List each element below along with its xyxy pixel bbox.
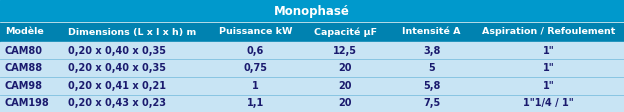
Text: Puissance kW: Puissance kW xyxy=(219,28,292,37)
Text: CAM80: CAM80 xyxy=(5,46,43,56)
Text: 0,75: 0,75 xyxy=(243,63,268,73)
Text: 0,6: 0,6 xyxy=(247,46,264,56)
Text: Aspiration / Refoulement: Aspiration / Refoulement xyxy=(482,28,615,37)
Text: 0,20 x 0,40 x 0,35: 0,20 x 0,40 x 0,35 xyxy=(68,63,166,73)
Text: Capacité µF: Capacité µF xyxy=(314,27,377,37)
Text: 1,1: 1,1 xyxy=(247,98,264,108)
Text: 7,5: 7,5 xyxy=(423,98,441,108)
Bar xyxy=(0,77,624,95)
Bar xyxy=(0,0,624,22)
Text: Intensité A: Intensité A xyxy=(402,28,461,37)
Text: 1": 1" xyxy=(543,46,554,56)
Bar xyxy=(0,95,624,112)
Text: 20: 20 xyxy=(339,63,352,73)
Text: 1": 1" xyxy=(543,63,554,73)
Text: 3,8: 3,8 xyxy=(423,46,441,56)
Text: CAM88: CAM88 xyxy=(5,63,43,73)
Text: 20: 20 xyxy=(339,81,352,91)
Bar xyxy=(0,42,624,59)
Text: 5: 5 xyxy=(428,63,435,73)
Bar xyxy=(0,59,624,77)
Text: 1"1/4 / 1": 1"1/4 / 1" xyxy=(523,98,574,108)
Text: CAM98: CAM98 xyxy=(5,81,43,91)
Text: 20: 20 xyxy=(339,98,352,108)
Text: 0,20 x 0,41 x 0,21: 0,20 x 0,41 x 0,21 xyxy=(68,81,166,91)
Text: 0,20 x 0,43 x 0,23: 0,20 x 0,43 x 0,23 xyxy=(68,98,166,108)
Text: Monophasé: Monophasé xyxy=(274,4,350,17)
Text: CAM198: CAM198 xyxy=(5,98,50,108)
Text: Modèle: Modèle xyxy=(5,28,44,37)
Text: 12,5: 12,5 xyxy=(333,46,358,56)
Bar xyxy=(0,22,624,42)
Text: 1": 1" xyxy=(543,81,554,91)
Text: 5,8: 5,8 xyxy=(423,81,441,91)
Text: 0,20 x 0,40 x 0,35: 0,20 x 0,40 x 0,35 xyxy=(68,46,166,56)
Text: Dimensions (L x l x h) m: Dimensions (L x l x h) m xyxy=(68,28,197,37)
Text: 1: 1 xyxy=(252,81,259,91)
